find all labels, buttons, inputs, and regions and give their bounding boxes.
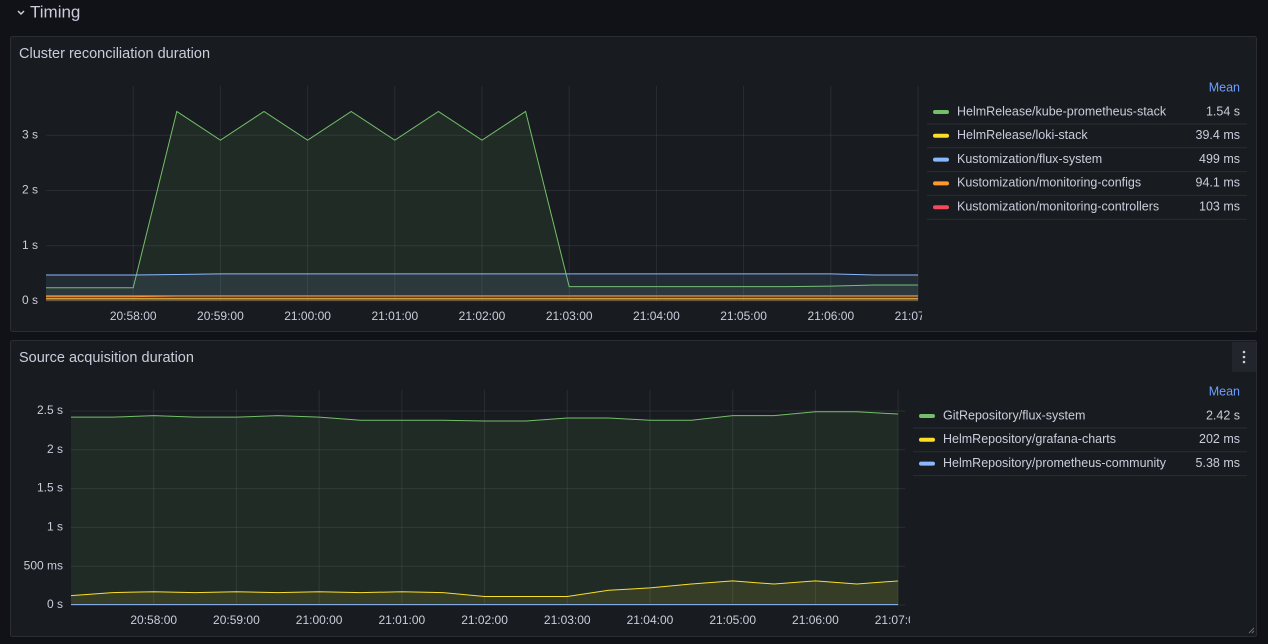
resize-handle[interactable] [1248, 627, 1255, 634]
panel-menu[interactable] [1232, 342, 1256, 372]
series-line [46, 295, 918, 298]
x-tick-label: 21:01:00 [378, 613, 425, 627]
x-tick-label: 21:00:00 [296, 613, 343, 627]
collapse-chevron[interactable] [17, 10, 25, 16]
x-tick-label: 21:06:00 [792, 613, 839, 627]
legend-entry: Kustomization/flux-system [957, 152, 1102, 166]
y-tick-label: 0 s [47, 597, 63, 611]
x-tick-label: 20:59:00 [213, 613, 260, 627]
x-tick-label: 21:03:00 [544, 613, 591, 627]
legend-entry: Kustomization/monitoring-controllers [957, 199, 1159, 213]
y-tick-label: 500 ms [24, 558, 63, 572]
series-area [46, 298, 918, 301]
series-area [71, 411, 899, 605]
y-tick-label: 1 s [22, 238, 38, 252]
legend-entry: HelmRepository/grafana-charts [943, 432, 1116, 446]
legend-column-header: Mean [1209, 384, 1240, 398]
x-tick-label: 21:02:00 [461, 613, 508, 627]
y-tick-label: 2 s [22, 183, 38, 197]
legend-entry: GitRepository/flux-system [943, 408, 1085, 422]
series-line [46, 273, 918, 276]
legend-entry: Kustomization/monitoring-configs [957, 176, 1141, 190]
legend-mean: 2.42 s [1206, 408, 1240, 422]
section-title[interactable]: Timing [30, 2, 80, 21]
series-area [46, 111, 918, 301]
plot: 0 s 500 ms 1 s 1.5 s 2 s 2.5 s 20:58:00 20:59:0… [24, 390, 922, 627]
legend-entry: HelmRelease/loki-stack [957, 128, 1088, 142]
panel-title: Cluster reconciliation duration [19, 46, 210, 62]
x-tick-label: 21:02:00 [459, 309, 506, 323]
plot: 0 s 1 s 2 s 3 s 20:58:00 20:59:00 21:00:00 21:0… [22, 86, 942, 323]
x-tick-label: 21:07:00 [875, 613, 922, 627]
series-line [46, 110, 918, 289]
series-area [46, 273, 918, 301]
series-area [71, 580, 899, 605]
x-tick-label: 20:58:00 [130, 613, 177, 627]
legends: Mean HelmRelease/kube-prometheus-stack 1.5… [913, 80, 1247, 477]
y-tick-label: 1 s [47, 520, 63, 534]
x-tick-label: 21:00:00 [284, 309, 331, 323]
legend-mean: 202 ms [1199, 432, 1240, 446]
y-tick-label: 2.5 s [37, 403, 63, 417]
series-area [46, 296, 918, 301]
legend-entry: HelmRelease/kube-prometheus-stack [957, 104, 1167, 118]
legend-entry: HelmRepository/prometheus-community [943, 456, 1167, 470]
legend-mean: 5.38 ms [1196, 456, 1240, 470]
x-tick-label: 20:58:00 [110, 309, 157, 323]
series-line [71, 411, 899, 422]
x-tick-label: 21:05:00 [720, 309, 767, 323]
x-tick-label: 21:07:00 [895, 309, 942, 323]
panel [10, 340, 1257, 637]
legend-mean: 39.4 ms [1196, 128, 1240, 142]
x-tick-label: 21:01:00 [371, 309, 418, 323]
x-tick-label: 20:59:00 [197, 309, 244, 323]
y-tick-label: 1.5 s [37, 481, 63, 495]
legend-mean: 94.1 ms [1196, 176, 1240, 190]
x-tick-label: 21:05:00 [709, 613, 756, 627]
legend-column-header: Mean [1209, 80, 1240, 94]
x-tick-label: 21:06:00 [807, 309, 854, 323]
x-tick-label: 21:04:00 [633, 309, 680, 323]
y-tick-label: 3 s [22, 127, 38, 141]
series-line [70, 580, 899, 597]
panel-title: Source acquisition duration [19, 350, 194, 366]
legend-mean: 499 ms [1199, 152, 1240, 166]
y-tick-label: 0 s [22, 293, 38, 307]
x-tick-label: 21:03:00 [546, 309, 593, 323]
legend-mean: 103 ms [1199, 199, 1240, 213]
series-area [46, 295, 918, 301]
x-tick-label: 21:04:00 [627, 613, 674, 627]
legend-mean: 1.54 s [1206, 104, 1240, 118]
y-tick-label: 2 s [47, 442, 63, 456]
